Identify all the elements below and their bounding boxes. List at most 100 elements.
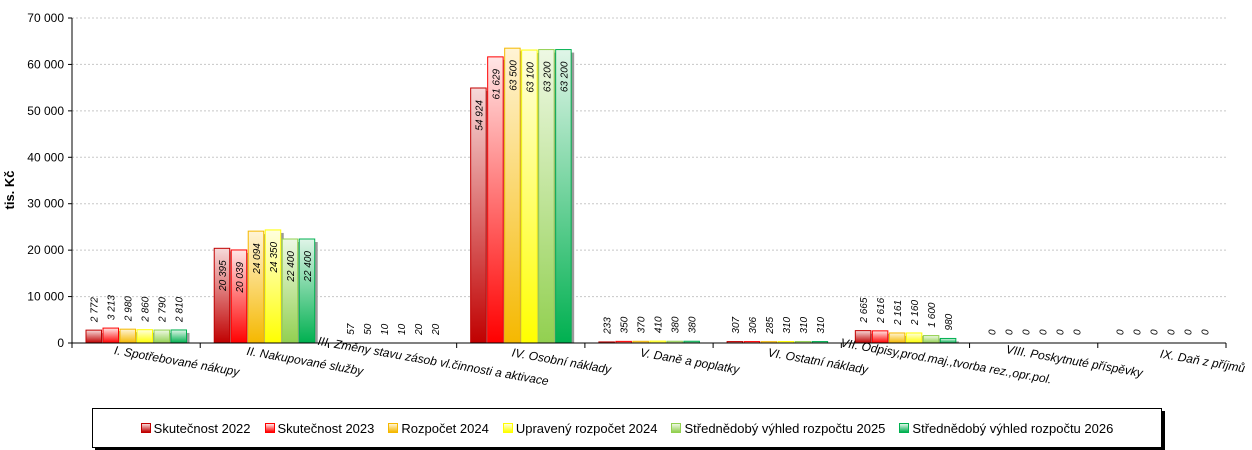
data-label: 2 980 — [124, 296, 135, 322]
y-axis: 0 10 000 20 000 30 000 40 000 50 000 60 000 70 … — [27, 11, 73, 350]
data-label: 2 860 — [141, 296, 152, 322]
legend-swatch — [140, 423, 151, 433]
data-label: 0 — [1201, 329, 1212, 335]
data-label: 63 500 — [508, 60, 519, 91]
bar — [538, 49, 555, 344]
y-tick-label: 20 000 — [27, 243, 64, 257]
data-label: 0 — [1150, 329, 1161, 335]
data-label: 0 — [1004, 329, 1015, 335]
data-label: 0 — [1167, 329, 1178, 335]
legend-label: Střednědobý výhled rozpočtu 2025 — [684, 420, 886, 436]
data-label: 410 — [654, 316, 665, 333]
legend-item: Skutečnost 2022 — [140, 420, 251, 436]
data-label: 0 — [1133, 329, 1144, 335]
data-label: 310 — [782, 316, 793, 333]
y-axis-label: tis. Kč — [2, 170, 17, 209]
bar — [939, 337, 957, 344]
bar — [136, 329, 153, 344]
data-label: 2 161 — [893, 300, 904, 326]
x-tick-label: I. Spotřebované nákupy — [113, 343, 241, 379]
data-label: 0 — [987, 329, 998, 335]
legend-swatch — [502, 423, 513, 433]
data-label: 2 772 — [90, 297, 101, 323]
x-tick-label: V. Daně a poplatky — [639, 345, 741, 376]
data-label: 307 — [731, 316, 742, 333]
data-label: 0 — [1072, 329, 1083, 335]
bar — [153, 329, 170, 344]
data-label: 2 160 — [910, 300, 921, 326]
data-label: 3 213 — [107, 295, 118, 320]
data-label: 1 600 — [927, 302, 938, 327]
data-label: 306 — [748, 316, 759, 333]
data-label: 10 — [397, 323, 408, 335]
legend: Skutečnost 2022 Skutečnost 2023 Rozpočet 2… — [92, 408, 1162, 448]
legend-swatch — [899, 423, 910, 433]
legend-label: Střednědobý výhled rozpočtu 2026 — [912, 420, 1114, 436]
data-label: 61 629 — [491, 68, 502, 99]
data-label: 0 — [1038, 329, 1049, 335]
y-tick-label: 50 000 — [27, 104, 64, 118]
data-label: 10 — [380, 323, 391, 335]
bars — [85, 47, 959, 344]
data-label: 50 — [363, 323, 374, 335]
data-label: 63 100 — [525, 62, 536, 93]
bar — [888, 332, 906, 344]
y-tick-label: 0 — [57, 336, 64, 350]
legend-swatch — [671, 423, 682, 433]
data-label: 380 — [671, 316, 682, 333]
data-label: 24 350 — [269, 242, 280, 274]
data-label: 20 395 — [218, 260, 229, 292]
data-label: 57 — [346, 323, 357, 335]
x-tick-label: IX. Daň z příjmů — [1159, 347, 1246, 376]
legend-label: Upravený rozpočet 2024 — [515, 420, 658, 436]
data-label: 980 — [944, 313, 955, 330]
data-label: 350 — [620, 316, 631, 333]
legend-item: Upravený rozpočet 2024 — [502, 420, 658, 436]
bar — [102, 327, 119, 344]
bar — [521, 49, 538, 344]
bar — [119, 328, 136, 344]
data-label: 310 — [816, 316, 827, 333]
y-tick-label: 70 000 — [27, 11, 64, 25]
legend-swatch — [388, 423, 399, 433]
bar — [922, 335, 940, 344]
data-label: 310 — [799, 316, 810, 333]
data-label: 20 039 — [235, 262, 246, 294]
data-label: 285 — [765, 317, 776, 335]
data-label: 0 — [1116, 329, 1127, 335]
legend-item: Rozpočet 2024 — [388, 420, 489, 436]
data-labels: 2 772 3 213 2 980 2 860 2 790 2 810 20 395 20 0… — [90, 60, 1212, 336]
data-label: 380 — [688, 316, 699, 333]
data-label: 63 200 — [542, 61, 553, 92]
legend-label: Skutečnost 2022 — [153, 420, 251, 436]
legend-label: Rozpočet 2024 — [401, 420, 489, 436]
data-label: 2 665 — [859, 297, 870, 323]
data-label: 22 400 — [286, 251, 297, 283]
bar — [905, 332, 923, 344]
data-label: 54 924 — [474, 100, 485, 131]
data-label: 0 — [1021, 329, 1032, 335]
data-label: 63 200 — [559, 61, 570, 92]
legend-item: Skutečnost 2023 — [264, 421, 374, 436]
bar — [85, 329, 102, 344]
data-label: 20 — [414, 323, 425, 336]
y-tick-label: 40 000 — [27, 150, 64, 164]
data-label: 2 790 — [158, 297, 169, 323]
data-label: 0 — [1055, 329, 1066, 335]
legend-item: Střednědobý výhled rozpočtu 2025 — [671, 421, 885, 436]
y-tick-label: 10 000 — [27, 290, 64, 304]
bar — [555, 49, 572, 344]
y-tick-label: 30 000 — [27, 197, 64, 211]
data-label: 370 — [637, 316, 648, 333]
y-tick-label: 60 000 — [27, 57, 64, 71]
bar — [504, 47, 521, 344]
data-label: 0 — [1184, 329, 1195, 335]
data-label: 22 400 — [303, 251, 314, 283]
bar — [170, 329, 187, 344]
data-label: 24 094 — [252, 243, 263, 275]
legend-item: Střednědobý výhled rozpočtu 2026 — [899, 421, 1113, 436]
data-label: 233 — [603, 317, 614, 335]
data-label: 2 616 — [876, 297, 887, 323]
legend-swatch — [264, 423, 275, 433]
